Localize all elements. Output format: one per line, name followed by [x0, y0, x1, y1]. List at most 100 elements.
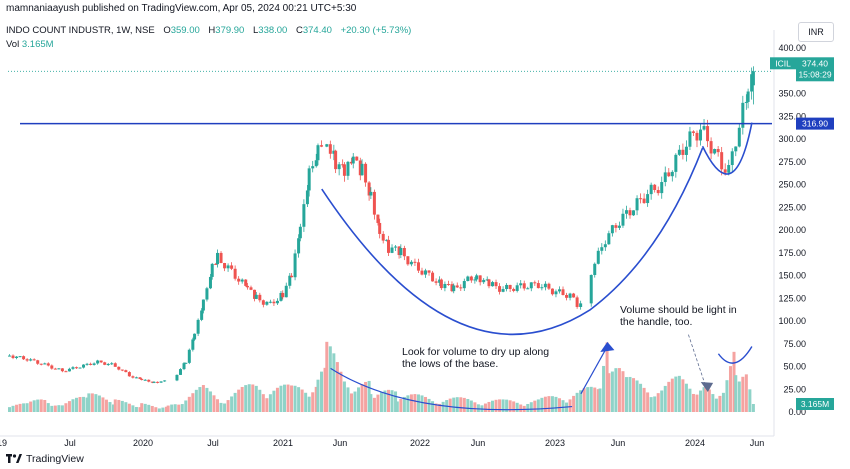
volume-bar [43, 399, 47, 412]
volume-bar [519, 404, 523, 412]
volume-bar [367, 380, 371, 412]
y-tick-label: 300.00 [778, 134, 806, 144]
candle-body [424, 270, 428, 275]
candle-body [434, 281, 438, 283]
volume-bar [702, 387, 706, 412]
volume-bar [282, 384, 286, 412]
candle-body [22, 356, 26, 360]
candle-body [253, 289, 257, 299]
volume-bar [134, 406, 138, 412]
symbol-name[interactable]: INDO COUNT INDUSTR, 1W, NSE [6, 25, 155, 36]
candle-body [554, 291, 558, 295]
candle-body [695, 132, 699, 141]
currency-button[interactable]: INR [798, 22, 834, 42]
candle-body [138, 377, 142, 379]
volume-bar [416, 394, 420, 412]
volume-bar [543, 396, 547, 412]
volume-bar [201, 385, 205, 412]
candle-body [491, 282, 495, 287]
candle-body [660, 182, 664, 194]
candle-body [543, 283, 547, 288]
candle-body [416, 262, 420, 271]
volume-bar [394, 391, 398, 412]
candle-body [127, 372, 131, 377]
candle-body [297, 238, 301, 254]
candle-body [431, 272, 435, 282]
volume-value: 3.165M [21, 39, 54, 50]
candle-body [358, 160, 362, 176]
volume-bar [550, 396, 554, 412]
candle-body [624, 210, 628, 214]
candle-body [147, 379, 151, 382]
volume-bar [140, 403, 144, 412]
volume-bar [346, 387, 350, 412]
volume-bar [653, 396, 657, 412]
candle-body [438, 279, 442, 283]
candle-body [649, 184, 653, 195]
volume-bar [617, 368, 621, 412]
candle-body [15, 356, 19, 358]
volume-bar [316, 379, 320, 412]
y-tick-label: 250.00 [778, 180, 806, 190]
brand-name: TradingView [26, 453, 84, 465]
volume-bar [579, 390, 583, 412]
last-price-tag [796, 57, 834, 82]
volume-bar [290, 385, 294, 412]
candle-body [381, 233, 385, 241]
candle-body [684, 146, 688, 155]
candle-body [244, 279, 248, 286]
candle-body [237, 278, 241, 282]
countdown-label: 15:08:29 [798, 69, 831, 79]
volume-bar [268, 394, 272, 412]
close-value: 374.40 [302, 25, 332, 36]
y-tick-label: 75.00 [783, 339, 806, 349]
volume-bar [420, 395, 424, 412]
volume-bar [314, 386, 318, 412]
volume-bar [364, 381, 368, 412]
volume-bar [304, 392, 308, 412]
volume-bar [409, 394, 413, 412]
candle-body [691, 131, 695, 133]
candle-body [290, 275, 294, 278]
x-tick-label: 2021 [273, 438, 293, 448]
volume-bar [233, 392, 237, 412]
candle-body [311, 166, 315, 169]
candle-body [200, 310, 204, 320]
candle-body [223, 263, 227, 269]
volume-bar [459, 397, 463, 412]
candle-body [642, 198, 646, 204]
volume-bar [505, 399, 509, 412]
x-tick-label: Jul [207, 438, 219, 448]
y-tick-label: 50.00 [783, 362, 806, 372]
candle-body [184, 362, 188, 364]
x-tick-label: 2022 [410, 438, 430, 448]
volume-bar [143, 403, 147, 412]
y-tick-label: 125.00 [778, 293, 806, 303]
volume-bar [383, 390, 387, 412]
candle-body [536, 283, 540, 289]
candle-body [124, 370, 128, 373]
candle-body [716, 149, 720, 153]
candle-body [519, 283, 523, 286]
candle-body [272, 301, 276, 304]
candle-body [557, 289, 561, 292]
handle-volume-curve [717, 346, 753, 364]
volume-bar [473, 402, 477, 412]
candle-body [143, 379, 147, 381]
volume-bar [714, 398, 718, 412]
volume-bar [557, 398, 561, 412]
volume-bar [462, 397, 466, 412]
candle-body [219, 252, 223, 264]
candle-body [568, 293, 572, 298]
volume-bar [279, 385, 283, 412]
candle-body [737, 127, 741, 147]
handle-arrow-line [688, 334, 707, 388]
volume-bar [154, 407, 158, 412]
volume-bar [342, 381, 346, 412]
volume-bar [208, 391, 212, 412]
volume-bar [586, 387, 590, 412]
x-tick-label: Jun [333, 438, 348, 448]
volume-bar [649, 397, 653, 412]
volume-legend: Vol 3.165M [6, 39, 54, 50]
